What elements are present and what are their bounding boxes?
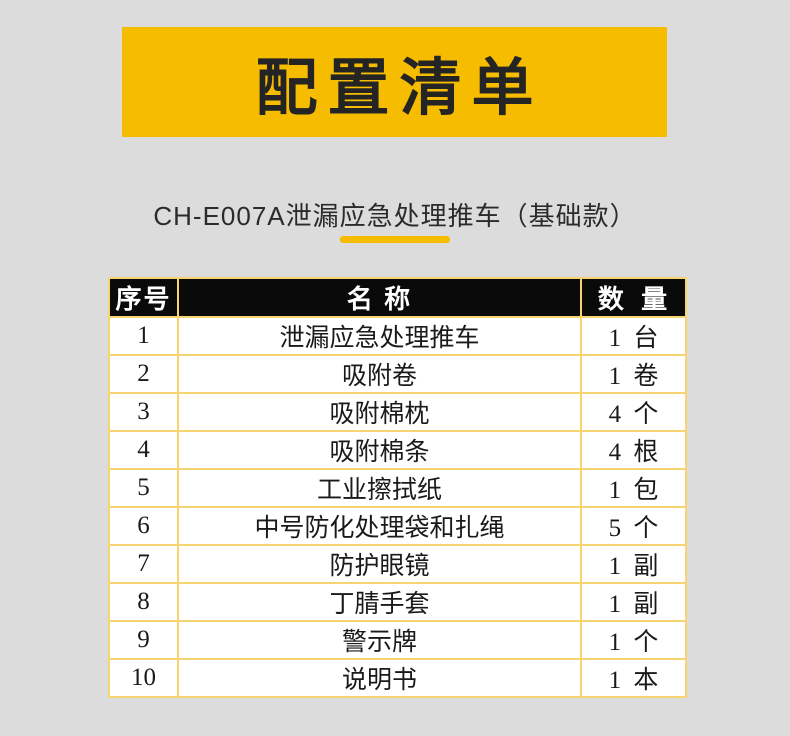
config-table-body: 1 泄漏应急处理推车 1 台 2 吸附卷 1 卷 3 吸附棉枕 4 个 4 吸附棉条 4 根 5 工业擦拭…: [108, 316, 687, 698]
serial-cell: 2: [108, 354, 179, 394]
table-row: 5 工业擦拭纸 1 包: [108, 468, 687, 508]
serial-cell: 9: [108, 620, 179, 660]
product-subtitle: CH-E007A泄漏应急处理推车（基础款）: [153, 201, 637, 231]
item-name-cell: 工业擦拭纸: [177, 468, 582, 508]
column-header-quantity: 数 量: [580, 277, 687, 318]
quantity-cell: 5 个: [580, 506, 687, 546]
item-name-cell: 吸附卷: [177, 354, 582, 394]
item-name-cell: 说明书: [177, 658, 582, 698]
serial-cell: 10: [108, 658, 179, 698]
table-row: 2 吸附卷 1 卷: [108, 354, 687, 394]
table-row: 6 中号防化处理袋和扎绳 5 个: [108, 506, 687, 546]
item-name-cell: 防护眼镜: [177, 544, 582, 584]
quantity-cell: 1 本: [580, 658, 687, 698]
header-row: 序号 名 称 数 量: [108, 277, 687, 318]
serial-cell: 4: [108, 430, 179, 470]
quantity-cell: 1 个: [580, 620, 687, 660]
quantity-cell: 1 包: [580, 468, 687, 508]
table-row: 3 吸附棉枕 4 个: [108, 392, 687, 432]
item-name-cell: 泄漏应急处理推车: [177, 316, 582, 356]
page-title: 配置清单: [255, 54, 544, 123]
subtitle-underline-bar: [340, 236, 450, 243]
serial-cell: 3: [108, 392, 179, 432]
table-row: 10 说明书 1 本: [108, 658, 687, 698]
item-name-cell: 丁腈手套: [177, 582, 582, 622]
item-name-cell: 中号防化处理袋和扎绳: [177, 506, 582, 546]
serial-cell: 1: [108, 316, 179, 356]
column-header-serial: 序号: [108, 277, 179, 318]
quantity-cell: 4 根: [580, 430, 687, 470]
serial-cell: 5: [108, 468, 179, 508]
quantity-cell: 1 卷: [580, 354, 687, 394]
serial-cell: 8: [108, 582, 179, 622]
table-row: 8 丁腈手套 1 副: [108, 582, 687, 622]
item-name-cell: 警示牌: [177, 620, 582, 660]
quantity-cell: 4 个: [580, 392, 687, 432]
title-banner: 配置清单: [122, 27, 667, 137]
quantity-cell: 1 台: [580, 316, 687, 356]
quantity-cell: 1 副: [580, 544, 687, 584]
item-name-cell: 吸附棉枕: [177, 392, 582, 432]
table-row: 4 吸附棉条 4 根: [108, 430, 687, 470]
table-row: 9 警示牌 1 个: [108, 620, 687, 660]
table-row: 7 防护眼镜 1 副: [108, 544, 687, 584]
table-row: 1 泄漏应急处理推车 1 台: [108, 316, 687, 356]
item-name-cell: 吸附棉条: [177, 430, 582, 470]
serial-cell: 7: [108, 544, 179, 584]
column-header-name: 名 称: [177, 277, 582, 318]
quantity-cell: 1 副: [580, 582, 687, 622]
serial-cell: 6: [108, 506, 179, 546]
config-table-header: 序号 名 称 数 量: [108, 277, 687, 318]
